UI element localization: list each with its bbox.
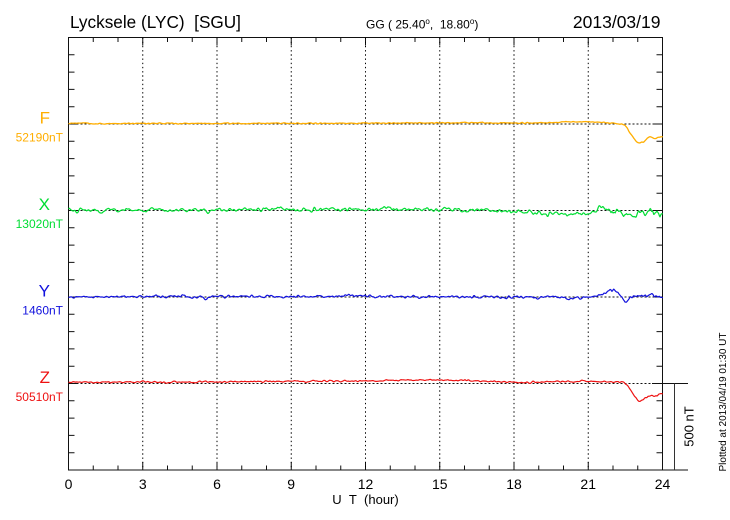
svg-text:13020nT: 13020nT [16, 217, 64, 231]
svg-text:0: 0 [65, 476, 73, 492]
svg-text:Z: Z [40, 368, 50, 387]
svg-text:9: 9 [287, 476, 295, 492]
svg-text:18: 18 [506, 476, 522, 492]
svg-text:12: 12 [358, 476, 374, 492]
svg-text:Plotted at 2013/04/19 01:30 UT: Plotted at 2013/04/19 01:30 UT [718, 333, 729, 472]
svg-text:21: 21 [580, 476, 596, 492]
svg-text:6: 6 [213, 476, 221, 492]
svg-text:2013/03/19: 2013/03/19 [573, 12, 661, 32]
svg-text:50510nT: 50510nT [16, 390, 64, 404]
svg-text:U T (hour): U T (hour) [332, 492, 398, 507]
svg-text:24: 24 [655, 476, 671, 492]
svg-text:15: 15 [432, 476, 448, 492]
svg-text:X: X [39, 195, 50, 214]
svg-text:3: 3 [139, 476, 147, 492]
svg-text:52190nT: 52190nT [16, 130, 64, 144]
svg-text:GG ( 25.40o, 18.80o): GG ( 25.40o, 18.80o) [366, 17, 478, 32]
svg-text:500 nT: 500 nT [682, 406, 697, 447]
svg-text:Lycksele (LYC) [SGU]: Lycksele (LYC) [SGU] [70, 12, 241, 32]
svg-text:Y: Y [39, 282, 50, 301]
svg-text:F: F [40, 109, 50, 128]
svg-text:1460nT: 1460nT [22, 303, 63, 317]
